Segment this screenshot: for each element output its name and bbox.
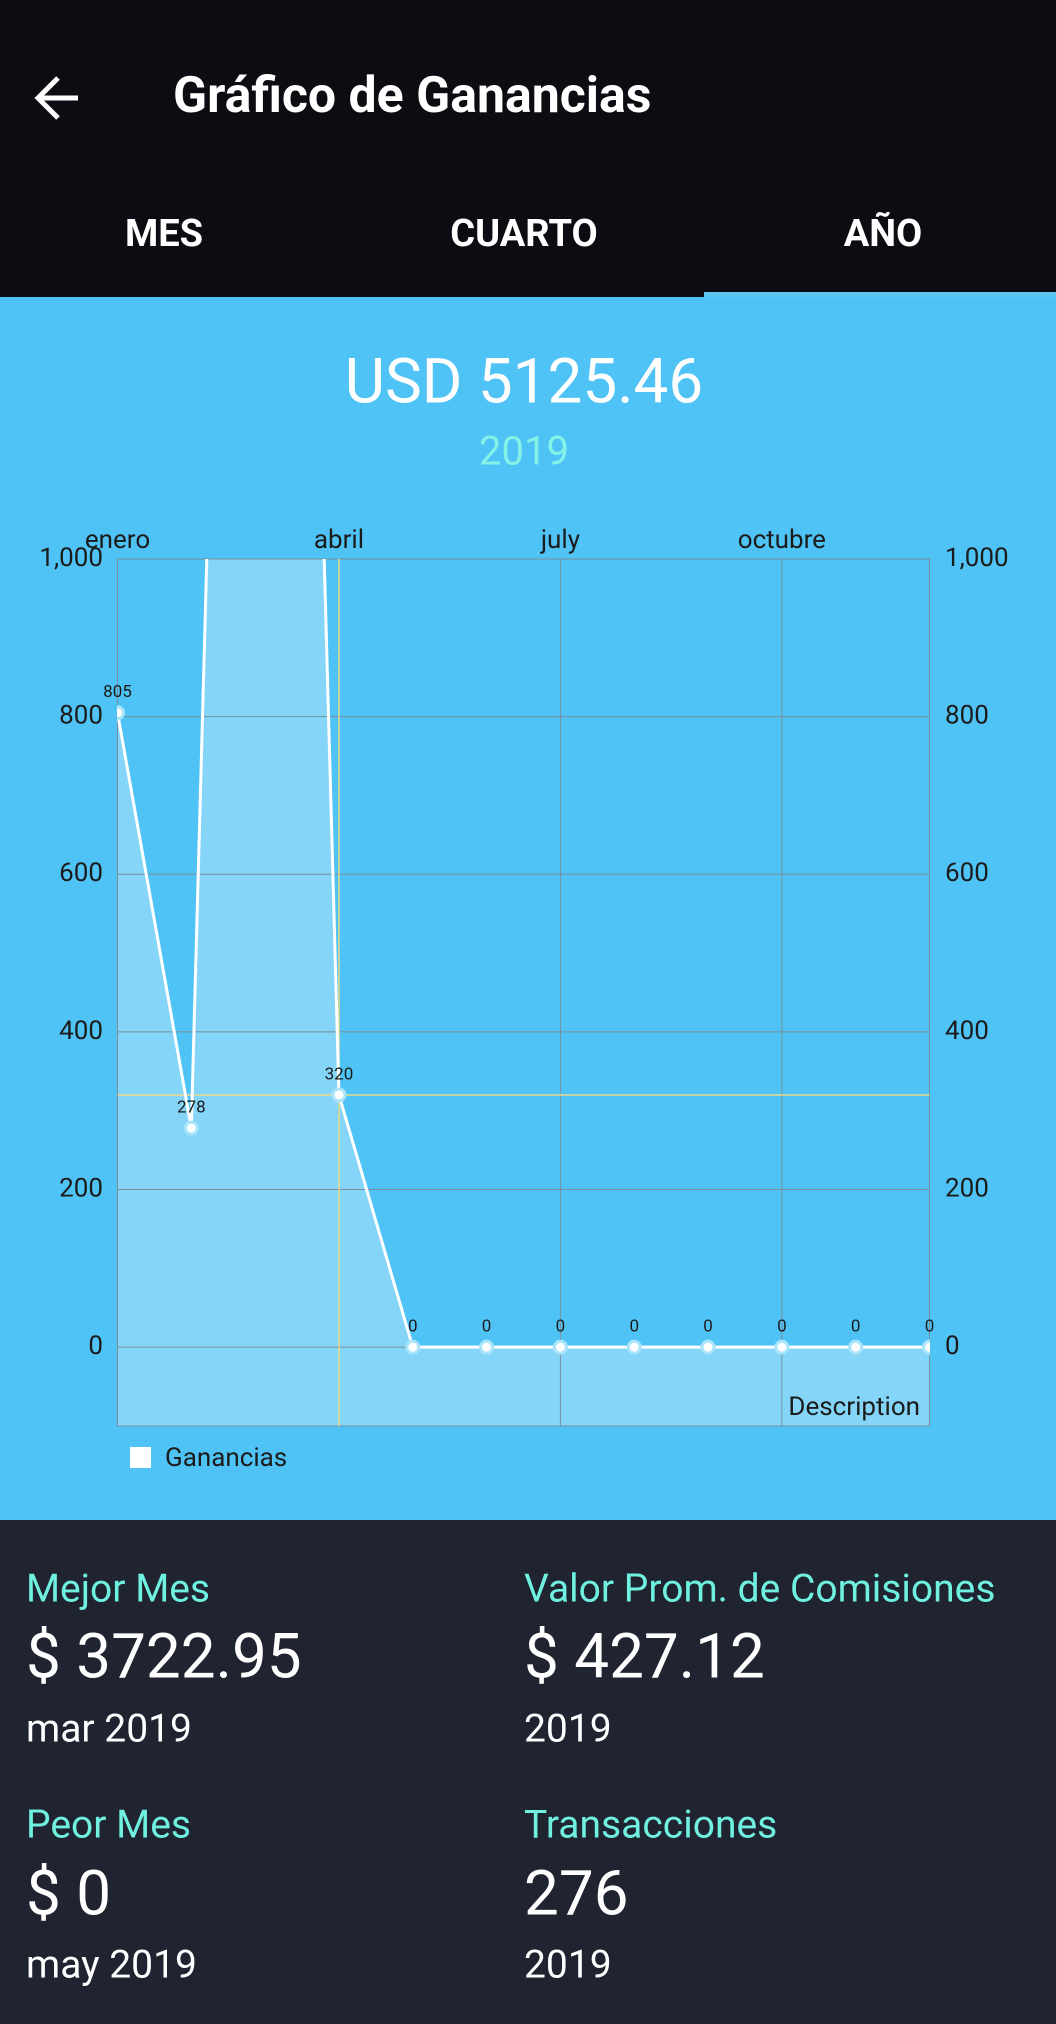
tab[interactable]: CUARTO <box>450 212 598 256</box>
area <box>117 559 930 1426</box>
description: Description <box>788 1392 920 1422</box>
data-label: 0 <box>556 1317 566 1337</box>
stat-sub: mar 2019 <box>26 1705 192 1751</box>
stat-sub: 2019 <box>524 1705 612 1751</box>
point <box>626 1339 642 1355</box>
stat-label: Valor Prom. de Comisiones <box>524 1565 996 1611</box>
y2-tick-label: 1,000 <box>945 543 1009 573</box>
plot <box>117 559 930 1426</box>
title: Gráfico de Ganancias <box>173 67 652 125</box>
point <box>183 1120 199 1136</box>
y-tick-label: 600 <box>59 858 103 888</box>
stat-sub: may 2019 <box>26 1941 197 1987</box>
data-label: 0 <box>629 1317 639 1337</box>
y-tick-label: 1,000 <box>39 543 103 573</box>
data-label: 0 <box>777 1317 787 1337</box>
total: USD 5125.46 <box>345 345 704 418</box>
data-label: 0 <box>482 1317 492 1337</box>
point <box>700 1339 716 1355</box>
point <box>552 1339 568 1355</box>
x-tick-label: july <box>540 525 580 555</box>
stat-label: Peor Mes <box>26 1801 191 1847</box>
x-tick-label: abril <box>314 525 364 555</box>
tab[interactable]: MES <box>125 212 203 256</box>
stat-value: $ 0 <box>26 1857 111 1930</box>
tab-indicator <box>704 292 1056 297</box>
data-label: 0 <box>703 1317 713 1337</box>
point <box>117 705 125 721</box>
x-tick-label: enero <box>85 525 150 555</box>
point <box>848 1339 864 1355</box>
data-label: 320 <box>325 1064 354 1084</box>
point <box>479 1339 495 1355</box>
point <box>922 1339 930 1355</box>
legend-label: Ganancias <box>165 1443 287 1473</box>
point <box>405 1339 421 1355</box>
point <box>331 1087 347 1103</box>
y-tick-label: 400 <box>59 1016 103 1046</box>
tab[interactable]: AÑO <box>844 211 923 256</box>
y2-tick-label: 200 <box>945 1173 989 1203</box>
data-label: 0 <box>408 1317 418 1337</box>
y2-tick-label: 0 <box>945 1331 960 1361</box>
data-label: 0 <box>851 1317 861 1337</box>
y2-tick-label: 800 <box>945 701 989 731</box>
stat-value: $ 3722.95 <box>26 1620 302 1693</box>
stat-label: Mejor Mes <box>26 1565 210 1611</box>
y-tick-label: 200 <box>59 1173 103 1203</box>
data-label: 0 <box>925 1317 935 1337</box>
stat-value: 276 <box>524 1857 629 1930</box>
stat-value: $ 427.12 <box>524 1620 765 1693</box>
y2-tick-label: 400 <box>945 1016 989 1046</box>
plot-border <box>117 558 930 1427</box>
stat-label: Transacciones <box>524 1801 777 1847</box>
y2-tick-label: 600 <box>945 858 989 888</box>
stat-sub: 2019 <box>524 1941 612 1987</box>
stats: Mejor Mes $ 3722.95 mar 2019 Valor Prom.… <box>26 1565 996 1987</box>
point <box>774 1339 790 1355</box>
y-tick-label: 800 <box>59 701 103 731</box>
chart-panel <box>0 297 1056 1520</box>
data-label: 805 <box>103 682 132 702</box>
legend-swatch <box>130 1447 151 1468</box>
year: 2019 <box>479 428 569 475</box>
data-label: 278 <box>177 1098 206 1118</box>
back-button[interactable] <box>34 76 78 120</box>
app-bar <box>0 0 1056 297</box>
line <box>117 559 930 1349</box>
x-tick-label: octubre <box>738 525 826 555</box>
y-tick-label: 0 <box>88 1331 103 1361</box>
plot <box>117 559 930 1426</box>
